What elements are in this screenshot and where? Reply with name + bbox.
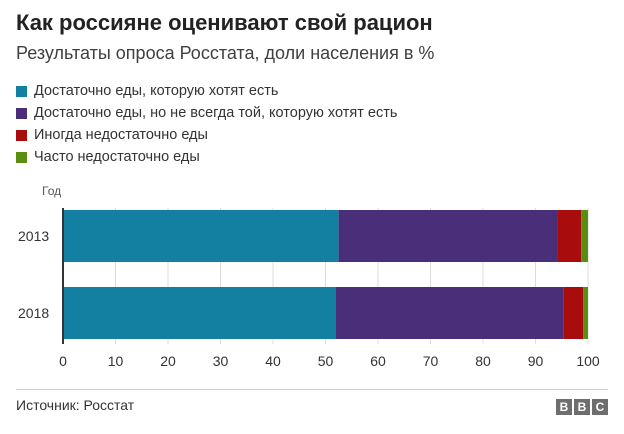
bbc-logo-letter: B: [556, 399, 572, 415]
bar-segment: [338, 210, 558, 262]
chart-subtitle: Результаты опроса Росстата, доли населен…: [16, 43, 435, 63]
bbc-logo-letter: C: [592, 399, 608, 415]
legend-label: Часто недостаточно еды: [34, 149, 200, 165]
legend-item: Иногда недостаточно еды: [16, 124, 397, 146]
source-note: Источник: Росстат: [16, 397, 135, 413]
bar-segment: [557, 210, 582, 262]
legend-swatch: [16, 151, 27, 163]
x-tick-label: 50: [318, 353, 334, 369]
bar-segment: [63, 210, 339, 262]
x-tick-label: 10: [108, 353, 124, 369]
bar-segment: [581, 210, 588, 262]
legend-item: Часто недостаточно еды: [16, 146, 397, 168]
x-tick-label: 100: [576, 353, 600, 369]
bbc-logo: B B C: [556, 399, 608, 415]
category-tick-label: 2013: [18, 228, 49, 244]
bar-segment: [563, 287, 584, 339]
x-tick-label: 40: [265, 353, 281, 369]
x-tick-label: 20: [160, 353, 176, 369]
x-tick-label: 0: [59, 353, 67, 369]
legend-label: Достаточно еды, но не всегда той, котору…: [34, 105, 398, 121]
x-tick-label: 80: [475, 353, 491, 369]
x-tick-label: 90: [528, 353, 544, 369]
legend-swatch: [16, 85, 27, 97]
footer-divider: [16, 389, 608, 390]
legend-swatch: [16, 107, 27, 119]
legend-label: Иногда недостаточно еды: [34, 127, 208, 143]
bar-segment: [583, 287, 588, 339]
legend: Достаточно еды, которую хотят есть Доста…: [16, 80, 397, 168]
chart-title: Как россияне оценивают свой рацион: [16, 10, 433, 35]
bbc-logo-letter: B: [574, 399, 590, 415]
legend-swatch: [16, 129, 27, 141]
bar-segment: [63, 287, 336, 339]
x-tick-label: 70: [423, 353, 439, 369]
legend-item: Достаточно еды, которую хотят есть: [16, 80, 397, 102]
category-tick-label: 2018: [18, 305, 49, 321]
legend-item: Достаточно еды, но не всегда той, котору…: [16, 102, 397, 124]
x-tick-label: 60: [370, 353, 386, 369]
legend-label: Достаточно еды, которую хотят есть: [34, 83, 279, 99]
y-axis-label: Год: [42, 184, 62, 198]
bar-segment: [336, 287, 564, 339]
x-tick-label: 30: [213, 353, 229, 369]
